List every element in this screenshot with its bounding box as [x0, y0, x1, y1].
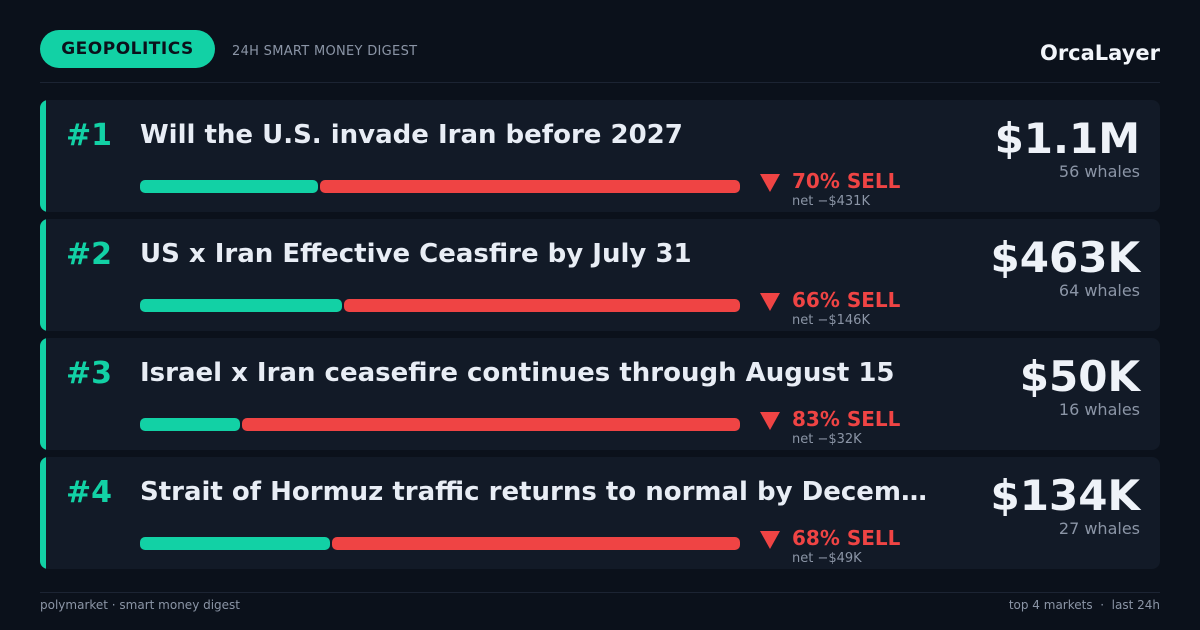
footer-right: top 4 markets · last 24h	[1008, 598, 1160, 612]
market-title: Israel x Iran ceasefire continues throug…	[140, 358, 895, 388]
subtitle: 24H SMART MONEY DIGEST	[232, 44, 418, 59]
flow-bar	[140, 180, 740, 193]
volume: $134K	[990, 471, 1140, 520]
market-card: #2 US x Iran Effective Ceasfire by July 3…	[40, 219, 1160, 331]
flow-bar	[140, 299, 740, 312]
volume: $1.1M	[994, 114, 1140, 163]
buy-segment	[140, 180, 318, 193]
sell-segment	[344, 299, 740, 312]
accent-bar	[40, 457, 46, 569]
rank: #2	[66, 237, 113, 272]
accent-bar	[40, 219, 46, 331]
net-flow: net −$431K	[792, 194, 870, 209]
market-card: #3 Israel x Iran ceasefire continues thro…	[40, 338, 1160, 450]
market-card: #4 Strait of Hormuz traffic returns to no…	[40, 457, 1160, 569]
flow-bar	[140, 418, 740, 431]
down-arrow	[760, 293, 780, 315]
brand: OrcaLayer	[1039, 41, 1160, 65]
market-title: Strait of Hormuz traffic returns to norm…	[140, 477, 927, 507]
sell-segment	[332, 537, 740, 550]
category-tag: GEOPOLITICS	[40, 30, 215, 68]
net-flow: net −$146K	[792, 313, 870, 328]
whale-count: 56 whales	[1058, 162, 1140, 181]
down-arrow	[760, 412, 780, 434]
whale-count: 27 whales	[1058, 519, 1140, 538]
net-flow: net −$32K	[792, 432, 862, 447]
flow-bar	[140, 537, 740, 550]
down-arrow	[760, 174, 780, 196]
sell-share: 66% SELL	[792, 288, 901, 312]
volume: $463K	[990, 233, 1140, 282]
divider	[40, 82, 1160, 83]
sell-share: 68% SELL	[792, 526, 901, 550]
sell-segment	[320, 180, 740, 193]
accent-bar	[40, 338, 46, 450]
volume: $50K	[1019, 352, 1140, 401]
market-title: US x Iran Effective Ceasfire by July 31	[140, 239, 692, 269]
market-card: #1 Will the U.S. invade Iran before 2027 7…	[40, 100, 1160, 212]
rank: #4	[66, 475, 113, 510]
market-title: Will the U.S. invade Iran before 2027	[140, 120, 683, 150]
rank: #1	[66, 118, 113, 153]
footer-left: polymarket · smart money digest	[40, 598, 241, 612]
rank: #3	[66, 356, 113, 391]
down-arrow	[760, 531, 780, 553]
accent-bar	[40, 100, 46, 212]
divider	[40, 592, 1160, 593]
buy-segment	[140, 418, 240, 431]
buy-segment	[140, 537, 330, 550]
whale-count: 16 whales	[1058, 400, 1140, 419]
sell-share: 70% SELL	[792, 169, 901, 193]
buy-segment	[140, 299, 342, 312]
whale-count: 64 whales	[1058, 281, 1140, 300]
sell-segment	[242, 418, 740, 431]
net-flow: net −$49K	[792, 551, 862, 566]
sell-share: 83% SELL	[792, 407, 901, 431]
